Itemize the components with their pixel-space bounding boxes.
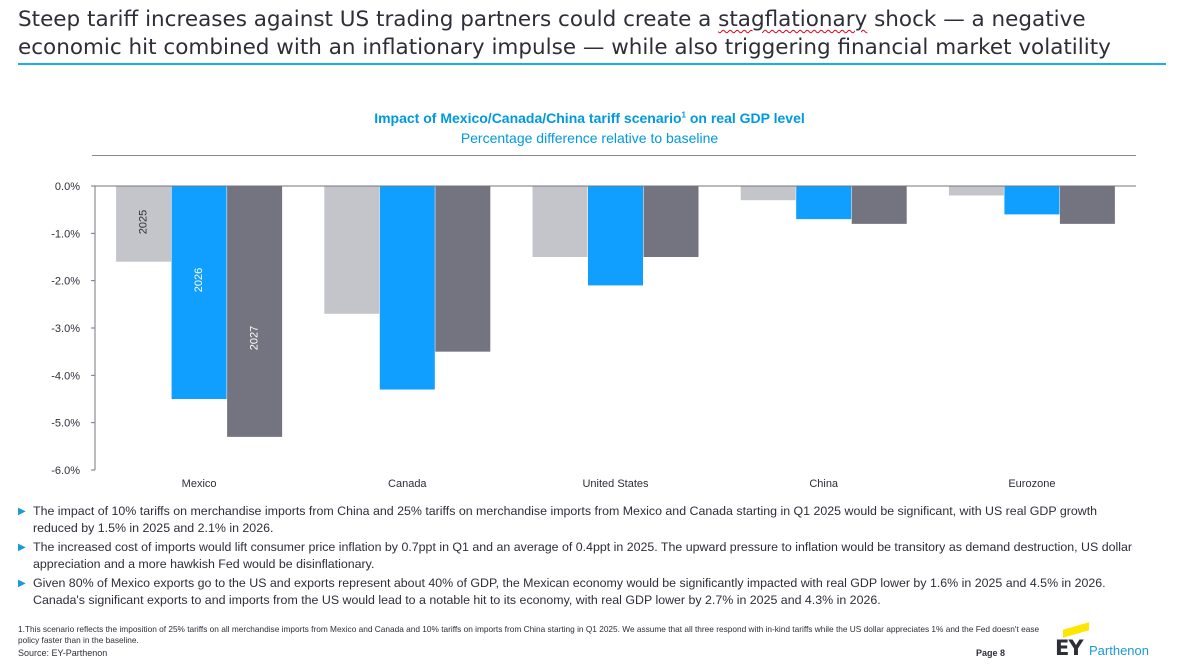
chart-title: Impact of Mexico/Canada/China tariff sce… [0, 110, 1179, 126]
bullet-text: Given 80% of Mexico exports go to the US… [33, 576, 1106, 607]
legend-label-2025: 2025 [138, 210, 150, 234]
chart-title-suffix: on real GDP level [685, 110, 805, 126]
bar-canada-2025 [324, 186, 380, 314]
x-tick-label: China [809, 478, 839, 490]
bullet-list: ▶ The impact of 10% tariffs on merchandis… [18, 503, 1143, 611]
x-tick-label: United States [582, 478, 649, 490]
y-tick-label: -5.0% [51, 418, 80, 430]
bar-eurozone-2025 [948, 186, 1004, 196]
bullet-item: ▶ The impact of 10% tariffs on merchandis… [18, 503, 1143, 537]
y-tick-label: -3.0% [51, 323, 80, 335]
bar-china-2027 [851, 186, 907, 224]
headline-text-start: Steep tariff increases against US tradin… [18, 7, 719, 32]
x-tick-label: Eurozone [1008, 478, 1055, 490]
bullet-arrow-icon: ▶ [18, 506, 26, 517]
headline: Steep tariff increases against US tradin… [18, 6, 1168, 62]
logo-parthenon: Parthenon [1089, 643, 1149, 658]
y-tick-label: -6.0% [51, 465, 80, 477]
ey-parthenon-logo: EY Parthenon [1055, 622, 1167, 662]
bullet-text: The increased cost of imports would lift… [33, 540, 1133, 571]
bar-united-states-2026 [588, 186, 643, 286]
bullet-text: The impact of 10% tariffs on merchandise… [33, 504, 1098, 535]
bar-united-states-2025 [532, 186, 588, 257]
bullet-item: ▶ Given 80% of Mexico exports go to the U… [18, 575, 1143, 609]
bar-united-states-2027 [643, 186, 699, 257]
chart-title-text: Impact of Mexico/Canada/China tariff sce… [374, 110, 682, 126]
bullet-item: ▶ The increased cost of imports would lif… [18, 539, 1143, 573]
footnote: 1.This scenario reflects the imposition … [18, 624, 1040, 645]
bar-mexico-2027 [227, 186, 283, 437]
chart-subtitle: Percentage difference relative to baseli… [460, 130, 719, 146]
chart-title-footnote-ref: 1 [681, 110, 686, 120]
gdp-bar-chart: 2025 2026 2027 Mexico Canada United States Chi… [51, 181, 1136, 490]
y-tick-label: 0.0% [55, 181, 80, 193]
source-note: Source: EY-Parthenon [18, 648, 108, 658]
bar-canada-2027 [435, 186, 491, 352]
chart-title-rule [92, 155, 1136, 156]
bullet-arrow-icon: ▶ [18, 578, 26, 589]
page-number: Page 8 [976, 648, 1006, 658]
logo-ey: EY [1055, 636, 1084, 660]
headline-text-end: shock — a negative economic hit combined… [18, 7, 1111, 60]
bar-china-2025 [740, 186, 796, 201]
x-tick-label: Mexico [182, 478, 217, 490]
x-tick-label: Canada [388, 478, 427, 490]
bullet-arrow-icon: ▶ [18, 542, 26, 553]
bar-china-2026 [796, 186, 852, 220]
bar-eurozone-2026 [1004, 186, 1060, 215]
headline-rule [18, 63, 1166, 65]
y-tick-label: -2.0% [51, 276, 80, 288]
bar-mexico-2026 [171, 186, 227, 399]
bar-canada-2026 [379, 186, 435, 390]
headline-spellcheck-word: stagflationary [718, 7, 868, 32]
y-tick-label: -4.0% [51, 370, 80, 382]
legend-label-2026: 2026 [193, 268, 205, 292]
bar-eurozone-2027 [1059, 186, 1115, 224]
legend-label-2027: 2027 [249, 326, 261, 350]
bar-mexico-2025 [116, 186, 172, 262]
y-tick-label: -1.0% [51, 228, 80, 240]
